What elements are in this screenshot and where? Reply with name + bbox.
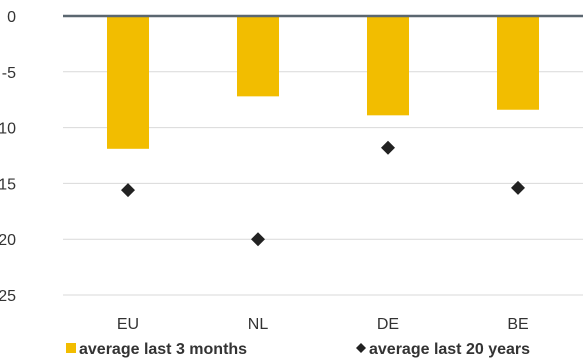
legend-swatch-bar bbox=[66, 343, 76, 353]
marker-nl bbox=[251, 232, 265, 247]
legend-label: average last 20 years bbox=[369, 341, 530, 358]
bar-nl bbox=[237, 16, 279, 97]
x-tick-label: BE bbox=[507, 316, 528, 333]
y-tick-label: -25 bbox=[0, 288, 16, 305]
x-tick-label: NL bbox=[248, 316, 269, 333]
y-tick-label: -20 bbox=[0, 232, 16, 249]
bar-de bbox=[367, 16, 409, 116]
y-axis-ticks: 0 -5 -10 -15 -20 -25 bbox=[0, 9, 16, 305]
marker-eu bbox=[121, 183, 135, 198]
legend-label: average last 3 months bbox=[79, 341, 247, 358]
legend: average last 3 months average last 20 yea… bbox=[66, 341, 530, 358]
marker-series bbox=[121, 140, 525, 247]
grid bbox=[63, 71, 583, 296]
bar-series bbox=[107, 16, 539, 149]
bar-be bbox=[497, 16, 539, 110]
x-tick-label: EU bbox=[117, 316, 139, 333]
x-tick-label: DE bbox=[377, 316, 399, 333]
legend-swatch-diamond bbox=[356, 343, 366, 353]
x-axis-ticks: EU NL DE BE bbox=[117, 316, 529, 333]
y-tick-label: -5 bbox=[2, 65, 16, 82]
y-tick-label: -10 bbox=[0, 121, 16, 138]
y-tick-label: 0 bbox=[7, 9, 16, 26]
y-tick-label: -15 bbox=[0, 176, 16, 193]
marker-de bbox=[381, 140, 395, 155]
bar-eu bbox=[107, 16, 149, 149]
marker-be bbox=[511, 180, 525, 195]
